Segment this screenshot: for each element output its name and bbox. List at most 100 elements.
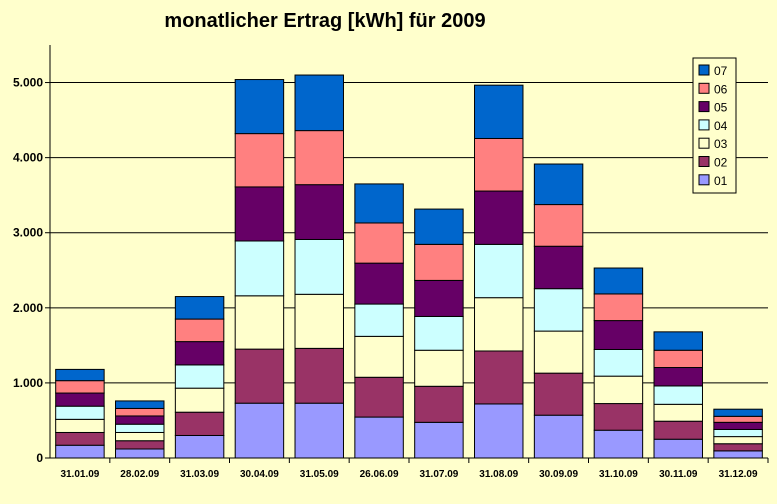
bar-segment-07 bbox=[174, 296, 225, 320]
bar-segment-07 bbox=[533, 163, 584, 206]
bar-segment-07 bbox=[354, 183, 404, 224]
bar-segment-07 bbox=[414, 208, 464, 245]
bar-segment-01 bbox=[713, 450, 763, 459]
bar-segment-05 bbox=[593, 320, 644, 350]
bar-segment-04 bbox=[354, 303, 404, 337]
bar-segment-04 bbox=[414, 315, 464, 351]
bar-segment-02 bbox=[174, 411, 225, 436]
bar-segment-03 bbox=[713, 436, 763, 445]
y-tick-label: 5.000 bbox=[13, 76, 43, 90]
bar-segment-07 bbox=[294, 74, 344, 132]
bar-segment-05 bbox=[115, 415, 165, 425]
bar-segment-05 bbox=[713, 421, 763, 430]
bar-segment-05 bbox=[653, 367, 703, 387]
bar-segment-03 bbox=[653, 403, 703, 422]
bar-segment-06 bbox=[354, 222, 404, 264]
bar-segment-03 bbox=[414, 349, 464, 387]
bar-segment-01 bbox=[294, 402, 344, 459]
bar-segment-04 bbox=[174, 364, 225, 389]
bar-segment-01 bbox=[174, 434, 225, 459]
bar-segment-03 bbox=[55, 418, 105, 433]
legend-swatch-06 bbox=[698, 82, 710, 94]
bar-segment-04 bbox=[234, 240, 285, 297]
bar-segment-01 bbox=[115, 448, 165, 459]
x-tick-label: 31.07.09 bbox=[419, 469, 458, 480]
bar-segment-05 bbox=[414, 279, 464, 317]
bar-segment-06 bbox=[294, 130, 344, 186]
legend-label-04: 04 bbox=[714, 119, 728, 133]
bar-segment-01 bbox=[533, 414, 584, 459]
bar-segment-01 bbox=[414, 421, 464, 459]
bar-segment-04 bbox=[55, 405, 105, 420]
bar-segment-07 bbox=[653, 331, 703, 351]
bar-segment-05 bbox=[234, 186, 285, 242]
bar-segment-06 bbox=[713, 415, 763, 423]
y-tick-label: 4.000 bbox=[13, 151, 43, 165]
legend-swatch-01 bbox=[698, 174, 710, 186]
bar-segment-07 bbox=[593, 267, 644, 295]
bar-segment-02 bbox=[533, 372, 584, 416]
legend-swatch-04 bbox=[698, 119, 710, 131]
bar-segment-06 bbox=[653, 349, 703, 369]
bar-segment-03 bbox=[533, 330, 584, 374]
bar-segment-02 bbox=[474, 350, 524, 405]
bar-segment-03 bbox=[115, 431, 165, 442]
bar-segment-06 bbox=[55, 380, 105, 394]
legend-label-05: 05 bbox=[714, 101, 728, 115]
bar-segment-03 bbox=[593, 375, 644, 405]
bar-segment-02 bbox=[653, 420, 703, 440]
bar-segment-04 bbox=[533, 288, 584, 332]
bar-segment-07 bbox=[713, 408, 763, 417]
x-tick-label: 30.04.09 bbox=[240, 469, 279, 480]
y-tick-label: 3.000 bbox=[13, 226, 43, 240]
legend-label-02: 02 bbox=[714, 156, 728, 170]
bar-segment-06 bbox=[174, 318, 225, 343]
bar-segment-05 bbox=[533, 245, 584, 290]
bar-segment-06 bbox=[115, 407, 165, 417]
x-tick-label: 31.01.09 bbox=[60, 469, 99, 480]
bar-segment-01 bbox=[354, 416, 404, 459]
bar-segment-06 bbox=[593, 293, 644, 322]
bar-segment-04 bbox=[653, 385, 703, 405]
legend-label-06: 06 bbox=[714, 82, 728, 96]
bar-segment-01 bbox=[234, 402, 285, 459]
legend-swatch-07 bbox=[698, 64, 710, 76]
bar-segment-04 bbox=[474, 243, 524, 299]
bar-segment-04 bbox=[115, 423, 165, 433]
bar-segment-01 bbox=[474, 403, 524, 459]
bar-segment-02 bbox=[234, 348, 285, 404]
y-tick-label: 2.000 bbox=[13, 301, 43, 315]
bar-segment-01 bbox=[55, 444, 105, 459]
bar-segment-05 bbox=[174, 341, 225, 366]
legend-swatch-02 bbox=[698, 156, 710, 167]
y-tick-label: 0 bbox=[36, 451, 43, 465]
x-tick-label: 31.12.09 bbox=[719, 469, 758, 480]
bar-segment-03 bbox=[354, 335, 404, 378]
bar-segment-07 bbox=[234, 79, 285, 135]
x-tick-label: 30.11.09 bbox=[659, 469, 698, 480]
x-tick-label: 31.10.09 bbox=[599, 469, 638, 480]
bar-segment-06 bbox=[533, 204, 584, 247]
legend-label-07: 07 bbox=[714, 64, 728, 78]
plot-area bbox=[50, 45, 768, 458]
x-tick-label: 30.09.09 bbox=[539, 469, 578, 480]
bar-segment-01 bbox=[653, 438, 703, 459]
y-tick-label: 1.000 bbox=[13, 376, 43, 390]
bar-segment-01 bbox=[593, 429, 644, 459]
bar-segment-05 bbox=[55, 392, 105, 407]
legend-label-01: 01 bbox=[714, 174, 728, 188]
bar-segment-03 bbox=[474, 297, 524, 352]
bar-segment-03 bbox=[174, 387, 225, 413]
bar-segment-02 bbox=[294, 347, 344, 404]
x-tick-label: 26.06.09 bbox=[360, 469, 399, 480]
bar-segment-07 bbox=[55, 368, 105, 382]
bar-segment-04 bbox=[593, 348, 644, 377]
bar-segment-07 bbox=[474, 84, 524, 139]
bar-segment-07 bbox=[115, 400, 165, 409]
bar-segment-02 bbox=[414, 385, 464, 423]
bar-segment-02 bbox=[55, 431, 105, 446]
chart-title: monatlicher Ertrag [kWh] für 2009 bbox=[164, 10, 486, 32]
bar-segment-06 bbox=[474, 137, 524, 192]
